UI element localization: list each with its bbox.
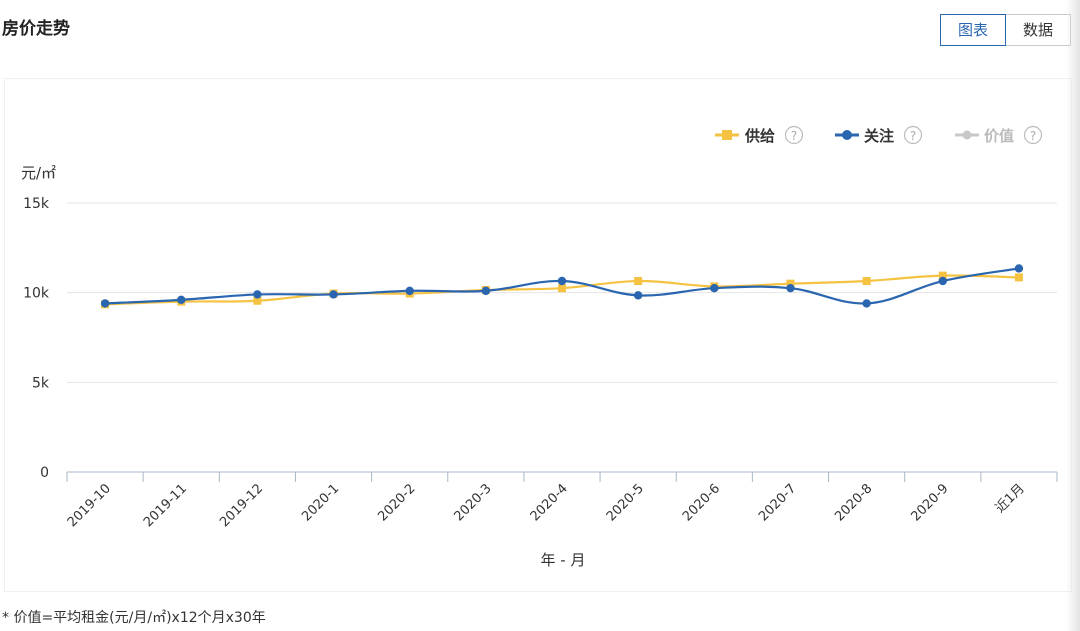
footnote: * 价值=平均租金(元/月/㎡)x12个月x30年: [2, 610, 266, 626]
help-icon[interactable]: [1023, 125, 1043, 145]
y-tick-label: 15k: [23, 196, 50, 212]
x-tick-label: 2020-4: [528, 481, 571, 524]
legend-marker-attention: [842, 130, 852, 140]
data-point[interactable]: [253, 296, 262, 305]
y-tick-label: 10k: [23, 286, 50, 302]
help-icon-glyph: ?: [910, 129, 916, 143]
x-axis: 2019-10 2019-11 2019-12 2020-1 2020-2 2020-3 2…: [65, 471, 1058, 530]
data-point[interactable]: [786, 283, 795, 293]
data-point[interactable]: [786, 279, 795, 288]
data-point[interactable]: [557, 276, 567, 286]
x-tick-label: 2020-6: [680, 481, 723, 524]
legend-marker-value: [962, 130, 972, 140]
legend: 供给 ? 关注 ? 价值 ?: [715, 125, 1043, 146]
scroll-shadow: [1066, 0, 1080, 631]
data-point[interactable]: [481, 286, 491, 296]
legend-label-value: 价值: [984, 127, 1014, 145]
x-tick-label: 2020-3: [452, 481, 495, 524]
series-group: [100, 264, 1024, 309]
x-tick-label: 近1月: [993, 481, 1028, 516]
data-point[interactable]: [862, 277, 871, 286]
data-point[interactable]: [633, 291, 643, 300]
tab-data[interactable]: 数据: [1005, 14, 1071, 46]
data-point[interactable]: [177, 295, 186, 305]
y-tick-label: 0: [40, 465, 49, 481]
x-tick-label: 2020-2: [375, 481, 418, 524]
chart-panel: 供给 ? 关注 ? 价值 ? 元/㎡ 年 - 月 0 5k 10k 15: [4, 78, 1072, 592]
y-axis: 0 5k 10k 15k: [23, 196, 50, 481]
x-tick-label: 2019-12: [217, 481, 266, 530]
x-tick-label: 2020-9: [908, 481, 951, 524]
grid: [67, 202, 1057, 383]
legend-label-attention: 关注: [864, 127, 894, 145]
y-axis-label: 元/㎡: [21, 164, 56, 182]
x-tick-label: 2020-1: [299, 481, 342, 524]
data-point[interactable]: [558, 284, 566, 293]
data-point[interactable]: [862, 299, 871, 308]
legend-marker-supply: [722, 130, 732, 140]
legend-item-supply[interactable]: 供给 ?: [715, 125, 804, 146]
data-point[interactable]: [710, 283, 719, 293]
x-tick-label: 2020-7: [756, 481, 799, 524]
legend-label-supply: 供给: [744, 127, 775, 145]
y-tick-label: 5k: [32, 375, 50, 391]
legend-item-attention[interactable]: 关注 ?: [835, 125, 923, 146]
data-point[interactable]: [100, 299, 110, 308]
view-toggle: 图表 数据: [940, 14, 1071, 46]
x-tick-label: 2020-5: [604, 481, 647, 524]
data-point[interactable]: [1014, 273, 1023, 282]
help-icon-glyph: ?: [791, 129, 797, 143]
data-point[interactable]: [1014, 264, 1024, 273]
legend-item-value[interactable]: 价值 ?: [955, 125, 1043, 146]
data-point[interactable]: [329, 290, 338, 299]
help-icon[interactable]: [903, 125, 923, 145]
x-tick-label: 2019-11: [141, 481, 190, 530]
data-point[interactable]: [405, 286, 414, 296]
tab-chart[interactable]: 图表: [940, 14, 1006, 46]
help-icon[interactable]: [784, 125, 804, 145]
data-point[interactable]: [938, 276, 947, 286]
x-axis-label: 年 - 月: [541, 551, 586, 569]
data-point[interactable]: [253, 290, 262, 299]
x-tick-label: 2020-8: [832, 481, 875, 524]
help-icon-glyph: ?: [1030, 129, 1036, 143]
data-point[interactable]: [938, 271, 947, 280]
page-title: 房价走势: [2, 19, 70, 39]
x-tick-label: 2019-10: [65, 481, 114, 530]
data-point[interactable]: [634, 277, 643, 286]
